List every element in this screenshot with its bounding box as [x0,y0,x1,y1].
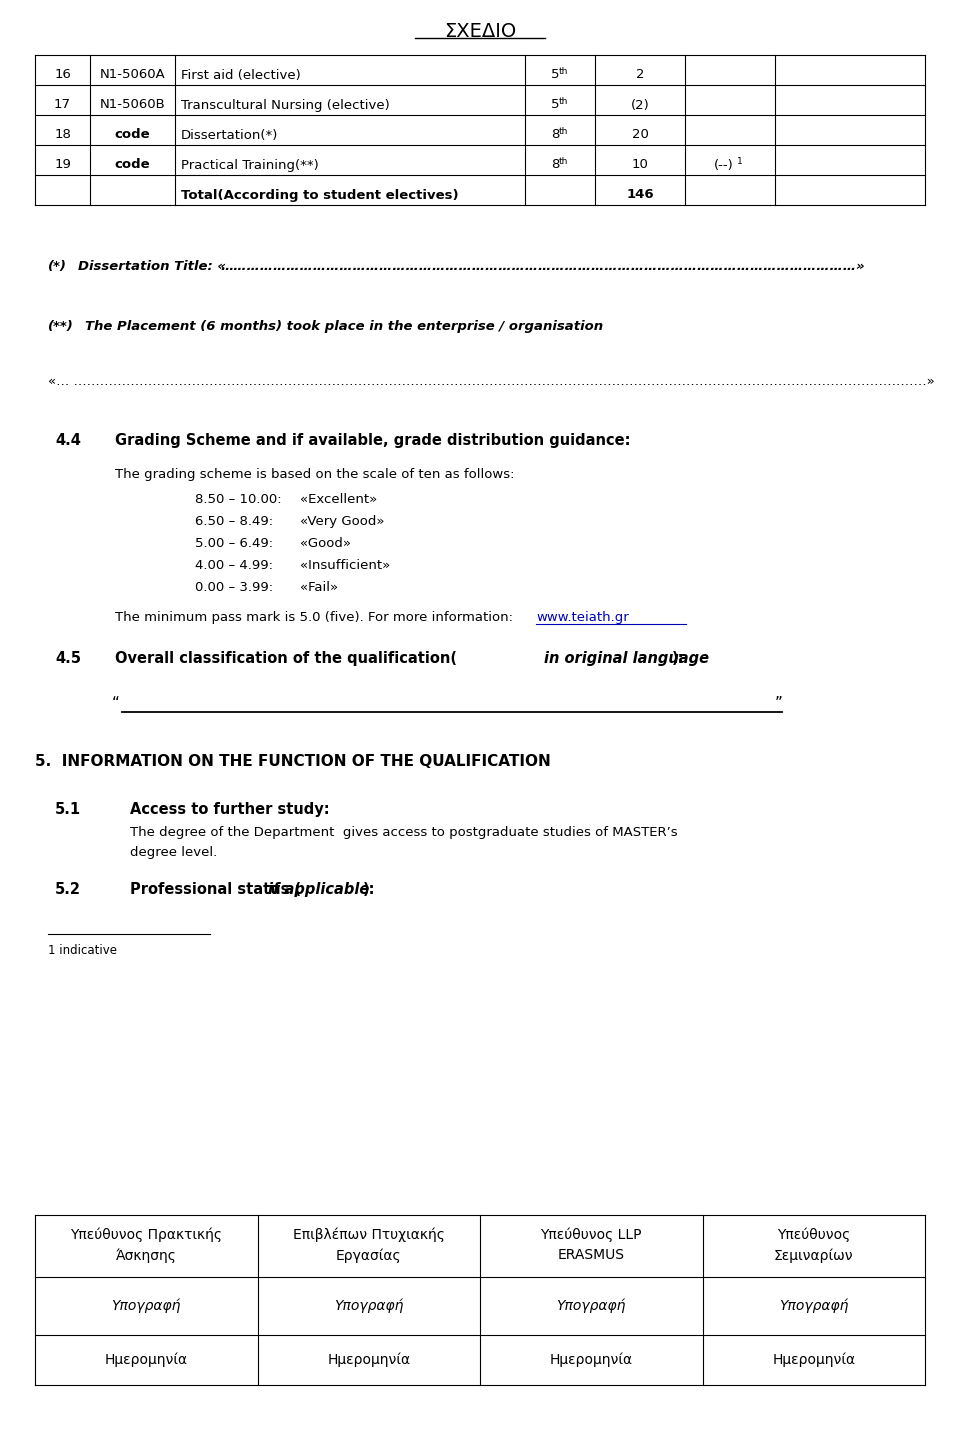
Text: Υπεύθυνος Πρακτικής: Υπεύθυνος Πρακτικής [70,1228,223,1242]
Text: Εργασίας: Εργασίας [336,1248,401,1262]
Text: ):: ): [672,651,684,667]
Text: Ημερομηνία: Ημερομηνία [550,1353,633,1368]
Text: (*): (*) [48,260,67,273]
Text: (**): (**) [48,320,74,333]
Text: Total(According to student electives): Total(According to student electives) [181,188,459,201]
Text: ………………………………………………………………………………………………………………………………»: …………………………………………………………………………………………………………… [220,260,865,273]
Text: «Good»: «Good» [300,536,351,549]
Text: in original language: in original language [544,651,709,667]
Text: «Very Good»: «Very Good» [300,515,385,528]
Text: Επιβλέπων Πτυχιακής: Επιβλέπων Πτυχιακής [293,1228,444,1242]
Text: N1-5060B: N1-5060B [100,98,165,111]
Text: First aid (elective): First aid (elective) [181,68,300,81]
Text: th: th [559,126,567,136]
Text: 20: 20 [632,129,648,142]
Text: Grading Scheme and if available, grade distribution guidance:: Grading Scheme and if available, grade d… [115,432,631,448]
Text: Υπογραφή: Υπογραφή [111,1299,180,1313]
Text: 19: 19 [54,159,71,172]
Text: Practical Training(**): Practical Training(**) [181,159,319,172]
Text: Υπογραφή: Υπογραφή [780,1299,849,1313]
Text: «… ……………………………………………………………………………………………………………………………………………………………………………»: «… …………………………………………………………………………………………………… [48,375,935,388]
Text: “: “ [112,696,120,711]
Text: Ημερομηνία: Ημερομηνία [772,1353,855,1368]
Text: 16: 16 [54,68,71,81]
Text: th: th [559,67,567,75]
Text: th: th [559,156,567,165]
Text: 2: 2 [636,68,644,81]
Text: 0.00 – 3.99:: 0.00 – 3.99: [195,581,274,594]
Text: The grading scheme is based on the scale of ten as follows:: The grading scheme is based on the scale… [115,469,515,482]
Text: 5: 5 [551,68,560,81]
Text: degree level.: degree level. [130,846,217,859]
Text: 10: 10 [632,159,648,172]
Text: ”: ” [775,696,782,711]
Text: 4.4: 4.4 [55,432,81,448]
Text: code: code [114,159,151,172]
Text: «Insufficient»: «Insufficient» [300,560,391,573]
Text: Υπεύθυνος LLP: Υπεύθυνος LLP [540,1228,642,1242]
Text: www.teiath.gr: www.teiath.gr [536,612,629,625]
Text: Professional status (: Professional status ( [130,882,301,897]
Text: 146: 146 [626,188,654,201]
Text: ΣΧΕΔΙΟ: ΣΧΕΔΙΟ [444,22,516,40]
Text: Access to further study:: Access to further study: [130,803,329,817]
Text: 8: 8 [551,159,559,172]
Text: 1: 1 [737,156,743,165]
Text: 8.50 – 10.00:: 8.50 – 10.00: [195,493,281,506]
Text: 1 indicative: 1 indicative [48,944,117,957]
Text: th: th [559,97,567,106]
Text: 18: 18 [54,129,71,142]
Text: (--): (--) [714,159,733,172]
Text: if applicable: if applicable [268,882,370,897]
Text: N1-5060A: N1-5060A [100,68,165,81]
Text: The degree of the Department  gives access to postgraduate studies of MASTER’s: The degree of the Department gives acces… [130,826,678,839]
Text: ERASMUS: ERASMUS [558,1248,625,1262]
Text: 5: 5 [551,98,560,111]
Text: 4.5: 4.5 [55,651,81,667]
Text: Υπεύθυνος: Υπεύθυνος [778,1228,851,1242]
Text: Άσκησης: Άσκησης [116,1248,177,1262]
Text: Σεμιναρίων: Σεμιναρίων [774,1248,853,1262]
Text: Ημερομηνία: Ημερομηνία [327,1353,410,1368]
Text: ):: ): [363,882,375,897]
Text: Υπογραφή: Υπογραφή [557,1299,626,1313]
Text: Transcultural Nursing (elective): Transcultural Nursing (elective) [181,98,390,111]
Text: 5.00 – 6.49:: 5.00 – 6.49: [195,536,274,549]
Text: Υπογραφή: Υπογραφή [334,1299,403,1313]
Text: 5.  INFORMATION ON THE FUNCTION OF THE QUALIFICATION: 5. INFORMATION ON THE FUNCTION OF THE QU… [35,753,551,769]
Text: «Excellent»: «Excellent» [300,493,377,506]
Text: Dissertation(*): Dissertation(*) [181,129,278,142]
Text: «Fail»: «Fail» [300,581,338,594]
Text: code: code [114,129,151,142]
Text: The Placement (6 months) took place in the enterprise / organisation: The Placement (6 months) took place in t… [85,320,603,333]
Text: 5.2: 5.2 [55,882,81,897]
Text: Overall classification of the qualification(: Overall classification of the qualificat… [115,651,457,667]
Text: The minimum pass mark is 5.0 (five). For more information:: The minimum pass mark is 5.0 (five). For… [115,612,513,625]
Text: (2): (2) [631,98,649,111]
Text: Dissertation Title: «: Dissertation Title: « [78,260,226,273]
Text: Ημερομηνία: Ημερομηνία [105,1353,188,1368]
Text: 4.00 – 4.99:: 4.00 – 4.99: [195,560,273,573]
Text: 8: 8 [551,129,559,142]
Text: 6.50 – 8.49:: 6.50 – 8.49: [195,515,274,528]
Text: 17: 17 [54,98,71,111]
Text: 5.1: 5.1 [55,803,82,817]
